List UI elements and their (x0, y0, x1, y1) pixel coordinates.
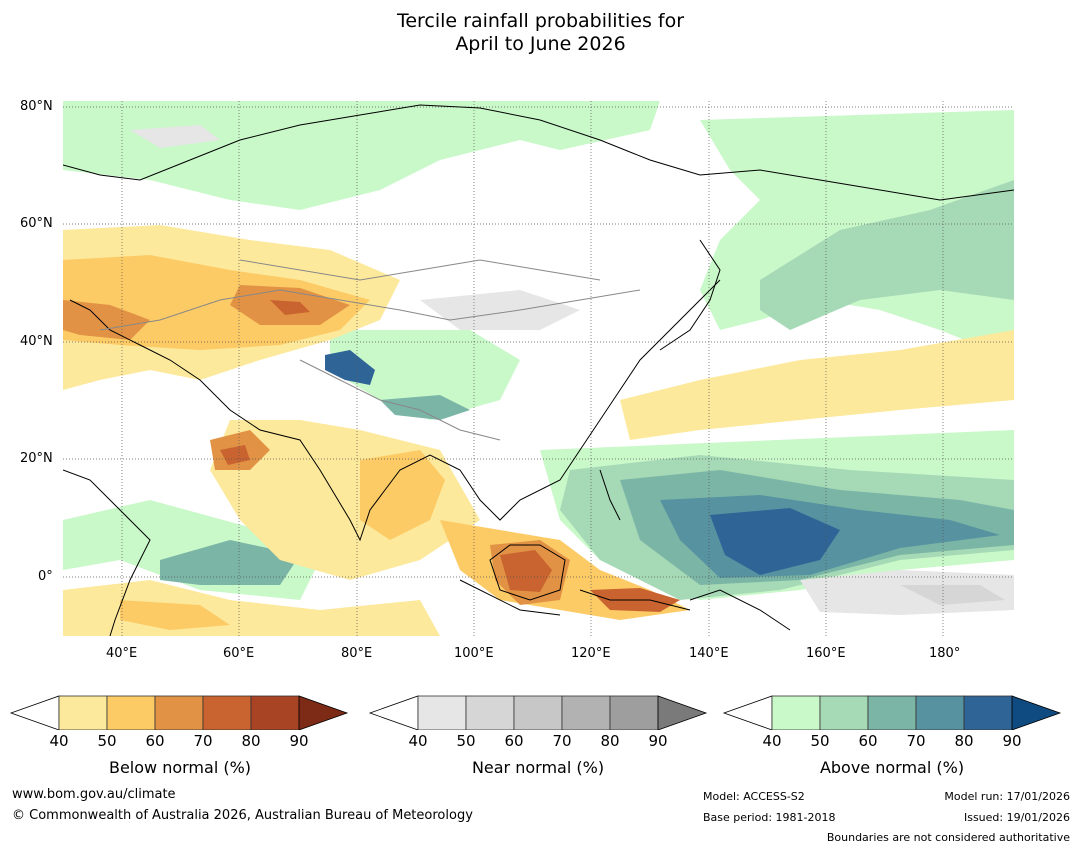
lon-label-40e: 40°E (106, 646, 138, 661)
footer-issued: Issued: 19/01/2026 (963, 811, 1070, 824)
above-normal-colorbar-swatch (963, 695, 1013, 730)
below-normal-africa-south-50 (120, 600, 230, 630)
near-normal-colorbar-swatch (465, 695, 515, 730)
above-normal-tibet-mid (380, 395, 470, 420)
lon-label-100e: 100°E (454, 646, 494, 661)
near-normal-patch-3 (420, 290, 580, 330)
lat-label-20n: 20°N (20, 451, 53, 466)
above-normal-tibet-dark (325, 350, 375, 385)
below-normal-colorbar-swatch (250, 695, 300, 730)
near-normal-label: Near normal (%) (471, 758, 605, 777)
lon-label-120e: 120°E (571, 646, 611, 661)
footer-model-run: Model run: 17/01/2026 (944, 790, 1070, 803)
near-normal-colorbar-swatch (417, 695, 467, 730)
map-field (63, 101, 1014, 636)
footer-boundaries: Boundaries are not considered authoritat… (826, 831, 1070, 844)
above-normal-colorbar-extend-low (722, 695, 773, 730)
lat-label-80n: 80°N (20, 99, 53, 114)
above-normal-tick-label: 90 (1002, 732, 1022, 750)
above-normal-tick-label: 70 (906, 732, 926, 750)
near-normal-tick-label: 50 (456, 732, 476, 750)
lon-label-140e: 140°E (689, 646, 729, 661)
above-normal-label: Above normal (%) (819, 758, 965, 777)
chart-title: Tercile rainfall probabilities for April… (0, 10, 1081, 56)
above-normal-region-tibet (330, 330, 520, 420)
above-normal-tick-label: 60 (858, 732, 878, 750)
near-normal-tick-label: 70 (552, 732, 572, 750)
near-normal-patch-4 (130, 125, 220, 148)
below-normal-colorbar-extend-high (298, 695, 349, 730)
below-normal-colorbar-extend-low (9, 695, 60, 730)
below-normal-label: Below normal (%) (108, 758, 252, 777)
near-normal-tick-label: 80 (600, 732, 620, 750)
below-normal-central-asia-70 (270, 300, 310, 315)
below-normal-tick-label: 40 (49, 732, 69, 750)
above-normal-region-north (63, 101, 660, 210)
below-normal-pacific-band (620, 330, 1014, 440)
coastlines (63, 104, 1014, 636)
above-normal-tick-label: 40 (762, 732, 782, 750)
near-normal-colorbar-swatch (561, 695, 611, 730)
below-normal-tick-label: 80 (241, 732, 261, 750)
above-normal-tick-label: 80 (954, 732, 974, 750)
below-normal-tick-label: 70 (193, 732, 213, 750)
lon-label-80e: 80°E (341, 646, 373, 661)
lat-label-40n: 40°N (20, 334, 53, 349)
lon-label-60e: 60°E (223, 646, 255, 661)
near-normal-patch-1 (800, 570, 1014, 615)
below-normal-india-50 (360, 450, 445, 540)
footer-copyright: © Commonwealth of Australia 2026, Austra… (12, 808, 473, 823)
lat-label-60n: 60°N (20, 216, 53, 231)
footer-url: www.bom.gov.au/climate (12, 787, 176, 802)
footer-base-period: Base period: 1981-2018 (703, 811, 836, 824)
below-normal-colorbar-swatch (202, 695, 252, 730)
above-normal-colorbar-swatch (915, 695, 965, 730)
near-normal-patch-2 (900, 585, 1005, 605)
near-normal-tick-label: 90 (648, 732, 668, 750)
below-normal-arabia-70 (220, 445, 250, 465)
above-normal-colorbar-extend-high (1011, 695, 1062, 730)
near-normal-colorbar-extend-high (657, 695, 708, 730)
above-normal-80-pacific (710, 508, 840, 575)
below-normal-colorbar-swatch (154, 695, 204, 730)
title-line-1: Tercile rainfall probabilities for (396, 10, 685, 32)
footer-model: Model: ACCESS-S2 (703, 790, 805, 803)
below-normal-colorbar-swatch (58, 695, 108, 730)
above-normal-africa-60 (160, 540, 300, 585)
below-normal-tick-label: 50 (97, 732, 117, 750)
below-normal-tick-label: 90 (289, 732, 309, 750)
below-normal-colorbar-swatch (106, 695, 156, 730)
above-normal-tick-label: 50 (810, 732, 830, 750)
below-normal-west-60 (63, 300, 150, 340)
near-normal-tick-label: 60 (504, 732, 524, 750)
near-normal-colorbar-swatch (513, 695, 563, 730)
above-normal-50-northeast (760, 180, 1014, 330)
near-normal-colorbar-extend-low (368, 695, 419, 730)
lon-label-160e: 160°E (806, 646, 846, 661)
near-normal-tick-label: 40 (408, 732, 428, 750)
graticule (63, 101, 1014, 636)
colorbars (9, 695, 1062, 730)
above-normal-colorbar-swatch (771, 695, 821, 730)
near-normal-colorbar-swatch (609, 695, 659, 730)
title-line-2: April to June 2026 (455, 33, 626, 55)
above-normal-colorbar-swatch (867, 695, 917, 730)
below-normal-tick-label: 60 (145, 732, 165, 750)
above-normal-colorbar-swatch (819, 695, 869, 730)
lat-label-0: 0° (38, 569, 53, 584)
country-boundaries (99, 259, 641, 441)
lon-label-180: 180° (929, 646, 961, 661)
below-normal-borneo-70 (500, 550, 552, 592)
